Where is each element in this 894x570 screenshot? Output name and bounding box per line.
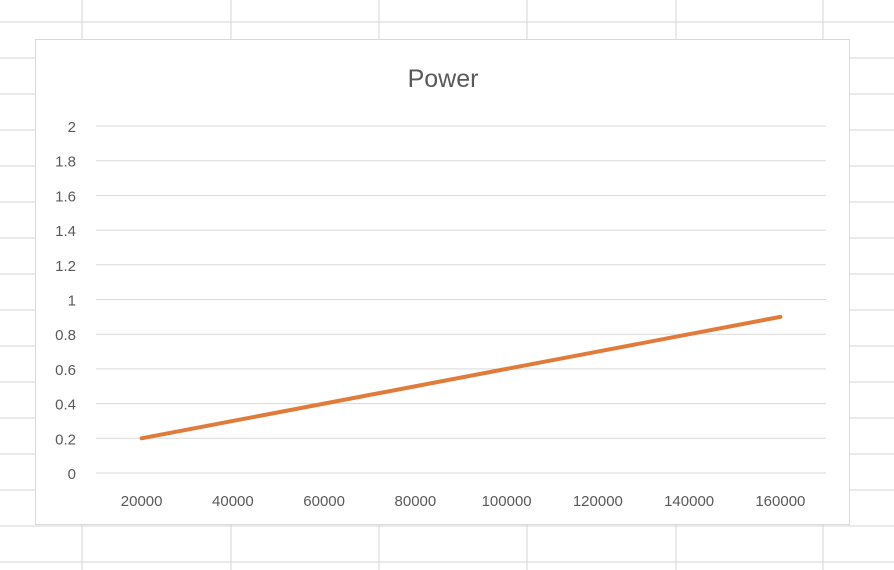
data-point[interactable] <box>505 367 509 371</box>
y-tick-label: 1.2 <box>55 258 76 275</box>
x-tick-labels: 20000 40000 60000 80000 100000 120000 140000 16… <box>121 493 806 510</box>
y-tick-labels: 0 0.2 0.4 0.6 0.8 1 1.2 1.4 1.6 1.8 2 <box>55 119 76 483</box>
line-chart: Power 0 0.2 0.4 0.6 0.8 1 1.2 1.4 1.6 1.8 2 20000 4… <box>55 65 826 510</box>
x-tick-label: 100000 <box>482 493 532 510</box>
data-point[interactable] <box>140 436 144 440</box>
data-point[interactable] <box>413 384 417 388</box>
series-group <box>139 314 783 441</box>
y-tick-label: 0.2 <box>55 431 76 448</box>
y-tick-label: 1.4 <box>55 223 76 240</box>
x-tick-label: 40000 <box>212 493 254 510</box>
y-tick-label: 1.6 <box>55 188 76 205</box>
chart-title: Power <box>408 65 479 93</box>
x-tick-label: 20000 <box>121 493 163 510</box>
data-point[interactable] <box>322 402 326 406</box>
x-tick-label: 140000 <box>664 493 714 510</box>
y-gridlines <box>96 125 826 474</box>
x-tick-label: 160000 <box>755 493 805 510</box>
series-line-0[interactable] <box>139 314 783 441</box>
y-tick-label: 1 <box>68 293 76 310</box>
x-tick-label: 60000 <box>303 493 345 510</box>
data-point[interactable] <box>687 332 691 336</box>
y-tick-label: 0 <box>68 466 76 483</box>
data-point[interactable] <box>778 315 782 319</box>
y-tick-label: 0.8 <box>55 327 76 344</box>
x-tick-label: 80000 <box>395 493 437 510</box>
y-tick-label: 0.6 <box>55 362 76 379</box>
data-point[interactable] <box>231 419 235 423</box>
y-tick-label: 1.8 <box>55 154 76 171</box>
data-point[interactable] <box>596 350 600 354</box>
x-tick-label: 120000 <box>573 493 623 510</box>
y-tick-label: 0.4 <box>55 397 76 414</box>
chart-area[interactable]: Power 0 0.2 0.4 0.6 0.8 1 1.2 1.4 1.6 1.8 2 20000 4… <box>35 39 850 525</box>
y-tick-label: 2 <box>68 119 76 136</box>
